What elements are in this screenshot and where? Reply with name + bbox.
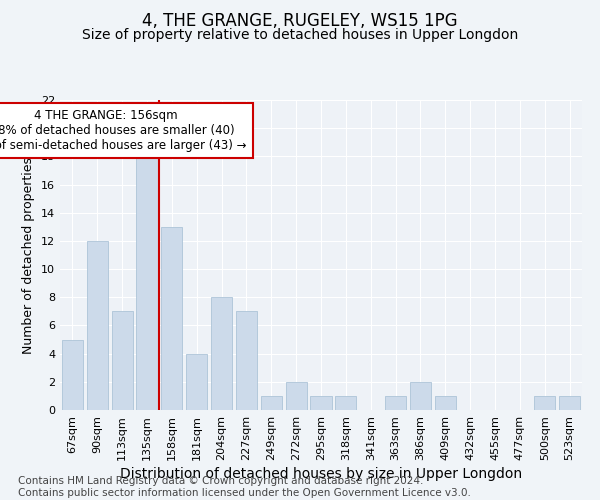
Bar [161,227,182,410]
Bar [286,382,307,410]
Bar [211,298,232,410]
Bar [62,340,83,410]
Bar [261,396,282,410]
Bar [534,396,555,410]
Text: Size of property relative to detached houses in Upper Longdon: Size of property relative to detached ho… [82,28,518,42]
Bar [310,396,332,410]
Bar [236,312,257,410]
Bar [186,354,207,410]
Bar [435,396,456,410]
Bar [385,396,406,410]
Bar [136,142,158,410]
Text: Contains HM Land Registry data © Crown copyright and database right 2024.
Contai: Contains HM Land Registry data © Crown c… [18,476,471,498]
Bar [112,312,133,410]
Bar [87,241,108,410]
Y-axis label: Number of detached properties: Number of detached properties [22,156,35,354]
Text: 4 THE GRANGE: 156sqm
← 48% of detached houses are smaller (40)
52% of semi-detac: 4 THE GRANGE: 156sqm ← 48% of detached h… [0,110,247,152]
Bar [410,382,431,410]
X-axis label: Distribution of detached houses by size in Upper Longdon: Distribution of detached houses by size … [120,467,522,481]
Bar [559,396,580,410]
Bar [335,396,356,410]
Text: 4, THE GRANGE, RUGELEY, WS15 1PG: 4, THE GRANGE, RUGELEY, WS15 1PG [142,12,458,30]
